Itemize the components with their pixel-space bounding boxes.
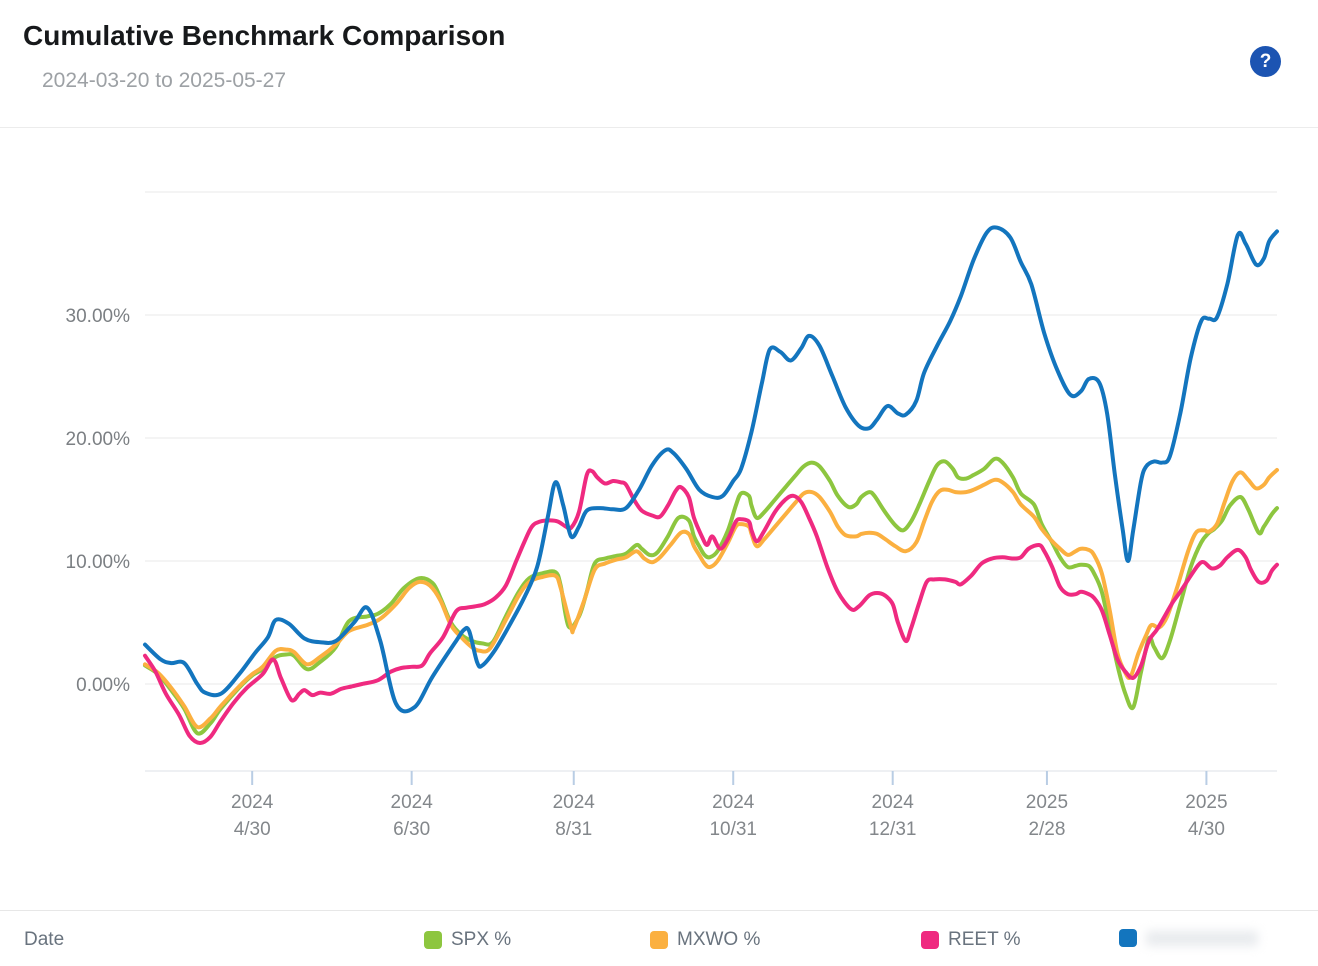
help-button[interactable]: ? <box>1250 46 1281 77</box>
x-axis-tick-label-date: 4/30 <box>1188 819 1225 840</box>
y-axis-tick-label: 30.00% <box>66 306 131 327</box>
chart-canvas[interactable]: 0.00% 10.00% 20.00% 30.00% 2024 4/30 2024 6/30 2… <box>0 128 1318 911</box>
series-line-redacted <box>143 225 1279 714</box>
page-title: Cumulative Benchmark Comparison <box>23 20 506 51</box>
x-axis-tick-label-date: 8/31 <box>555 819 592 840</box>
x-axis-tick-label-year: 2024 <box>391 792 434 813</box>
legend-item-reet[interactable]: REET % <box>921 929 1021 951</box>
legend-item-spx[interactable]: SPX % <box>424 929 511 951</box>
legend-swatch-icon <box>424 931 442 949</box>
y-axis-tick-label: 10.00% <box>66 552 131 573</box>
x-axis-tick-label-date: 4/30 <box>234 819 271 840</box>
legend-swatch-icon <box>650 931 668 949</box>
x-axis-tick-label-date: 12/31 <box>869 819 917 840</box>
x-axis-tick-label-year: 2024 <box>712 792 755 813</box>
x-axis-tick-label-date: 10/31 <box>709 819 757 840</box>
cumulative-benchmark-chart[interactable]: 0.00% 10.00% 20.00% 30.00% 2024 4/30 2024 6/30 2… <box>0 128 1318 911</box>
series-line-mxwo <box>143 468 1279 730</box>
legend-label: SPX % <box>451 929 512 950</box>
legend-label: MXWO % <box>677 929 761 950</box>
x-axis-tick-label-year: 2024 <box>553 792 596 813</box>
x-axis-tick-label-year: 2025 <box>1185 792 1227 813</box>
y-axis-tick-label: 20.00% <box>66 429 131 450</box>
x-axis-tick-label-date: 2/28 <box>1028 819 1065 840</box>
x-axis-tick-label-year: 2024 <box>231 792 274 813</box>
legend-label-redacted <box>1146 930 1258 946</box>
x-axis-tick-label-date: 6/30 <box>393 819 430 840</box>
legend-item-redacted[interactable] <box>1119 929 1258 947</box>
header-divider <box>0 127 1318 128</box>
legend-item-mxwo[interactable]: MXWO % <box>650 929 760 951</box>
y-axis-tick-label: 0.00% <box>76 675 130 696</box>
x-axis-field-label: Date <box>24 929 65 950</box>
series-line-reet <box>143 468 1279 745</box>
x-axis-tick-label-year: 2025 <box>1026 792 1068 813</box>
date-range-subtitle: 2024-03-20 to 2025-05-27 <box>42 69 287 92</box>
x-axis-tick-label-year: 2024 <box>872 792 915 813</box>
question-mark-icon: ? <box>1259 50 1272 72</box>
legend-label: REET % <box>948 929 1021 950</box>
legend-swatch-icon <box>1119 929 1137 947</box>
legend-swatch-icon <box>921 931 939 949</box>
footer-divider <box>0 910 1318 911</box>
